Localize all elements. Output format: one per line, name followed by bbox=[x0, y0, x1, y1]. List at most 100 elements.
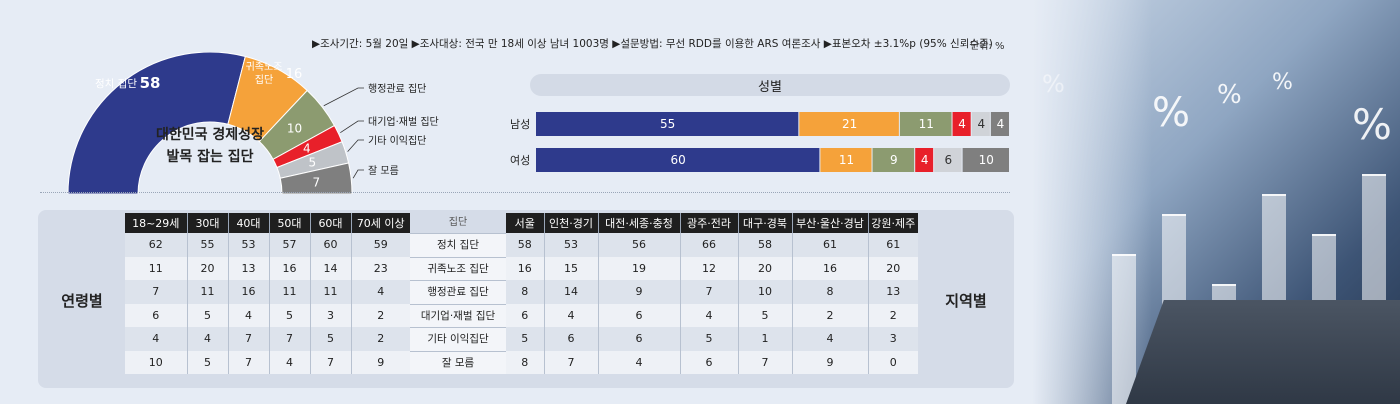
gender-bar-segment bbox=[990, 112, 1009, 136]
arc-label: 귀족노조 bbox=[246, 61, 283, 73]
group-label: 대기업·재벌 집단 bbox=[410, 303, 506, 327]
age-cell: 7 bbox=[125, 280, 188, 304]
region-row: 8 14 9 7 10 8 13 bbox=[506, 280, 918, 304]
region-cell: 6 bbox=[598, 327, 681, 351]
region-cell: 1 bbox=[738, 327, 793, 351]
gender-bar-value: 60 bbox=[671, 153, 686, 167]
gender-bar-segment bbox=[536, 112, 799, 136]
age-cell: 5 bbox=[187, 303, 229, 327]
leader-line bbox=[323, 87, 364, 107]
arc-external-label: 행정관료 집단 bbox=[368, 83, 426, 95]
arc-value: 4 bbox=[303, 141, 311, 155]
region-cell: 16 bbox=[792, 256, 869, 280]
age-cell: 4 bbox=[187, 327, 229, 351]
gender-bar-segment bbox=[799, 112, 899, 136]
age-cell: 4 bbox=[269, 350, 311, 374]
region-cell: 0 bbox=[868, 350, 918, 374]
gender-bar-value: 4 bbox=[958, 117, 966, 131]
region-cell: 20 bbox=[868, 256, 918, 280]
age-col-header: 50대 bbox=[269, 213, 311, 233]
gender-title-bar bbox=[530, 74, 1010, 96]
gender-bar-value: 21 bbox=[842, 117, 857, 131]
age-cell: 7 bbox=[228, 327, 270, 351]
age-row: 7 11 16 11 11 4 bbox=[125, 280, 410, 304]
gender-bar-value: 9 bbox=[890, 153, 898, 167]
region-cell: 3 bbox=[868, 327, 918, 351]
gender-chart-title: 성별 bbox=[758, 80, 782, 95]
age-cell: 4 bbox=[351, 280, 410, 304]
age-table-label: 연령별 bbox=[61, 292, 103, 310]
region-cell: 8 bbox=[506, 350, 545, 374]
region-cell: 8 bbox=[506, 280, 545, 304]
age-cell: 6 bbox=[125, 303, 188, 327]
leader-line bbox=[352, 169, 364, 179]
region-cell: 5 bbox=[738, 303, 793, 327]
region-cell: 16 bbox=[506, 256, 545, 280]
gender-bar-value: 4 bbox=[977, 117, 985, 131]
gender-bar-segment bbox=[872, 148, 915, 172]
region-cell: 9 bbox=[792, 350, 869, 374]
region-col-header: 대전·세종·충청 bbox=[598, 213, 681, 233]
arc-slice bbox=[67, 51, 246, 195]
percent-symbol: % bbox=[1152, 90, 1191, 136]
arc-value: 5 bbox=[308, 156, 316, 170]
region-cell: 5 bbox=[506, 327, 545, 351]
age-cell: 3 bbox=[310, 303, 352, 327]
semicircle-chart: 정치 집단 58 귀족노조 집단 16 10 4 5 7 행정관료 집단 대기업·재벌 집단 기타 … bbox=[40, 51, 480, 195]
region-cell: 15 bbox=[544, 256, 599, 280]
region-cell: 7 bbox=[680, 280, 739, 304]
group-column: 집단 정치 집단 귀족노조 집단 행정관료 집단 대기업·재벌 집단 기타 이익… bbox=[410, 213, 506, 374]
age-cell: 9 bbox=[351, 350, 410, 374]
age-col-header: 18~29세 bbox=[125, 213, 188, 233]
age-cell: 20 bbox=[187, 256, 229, 280]
age-cell: 11 bbox=[187, 280, 229, 304]
region-col-header: 광주·전라 bbox=[680, 213, 739, 233]
gender-bar-segment bbox=[971, 112, 990, 136]
age-cell: 7 bbox=[310, 350, 352, 374]
gender-bar-value: 4 bbox=[997, 117, 1005, 131]
age-cell: 5 bbox=[269, 303, 311, 327]
age-cell: 14 bbox=[310, 256, 352, 280]
region-cell: 12 bbox=[680, 256, 739, 280]
age-row: 11 20 13 16 14 23 bbox=[125, 256, 410, 280]
percent-symbol: % bbox=[1352, 100, 1392, 149]
gender-bar-value: 11 bbox=[839, 153, 854, 167]
group-column-header: 집단 bbox=[448, 217, 468, 228]
age-cell: 60 bbox=[310, 233, 352, 257]
gender-bar-value: 4 bbox=[921, 153, 929, 167]
age-cell: 62 bbox=[125, 233, 188, 257]
region-col-header: 대구·경북 bbox=[738, 213, 793, 233]
arc-external-label: 잘 모름 bbox=[368, 165, 399, 177]
region-cell: 2 bbox=[868, 303, 918, 327]
region-col-header: 강원·제주 bbox=[868, 213, 918, 233]
gender-category-label: 여성 bbox=[510, 154, 530, 167]
region-cell: 66 bbox=[680, 233, 739, 257]
age-cell: 7 bbox=[228, 350, 270, 374]
leader-line bbox=[347, 139, 364, 152]
age-cell: 16 bbox=[269, 256, 311, 280]
region-cell: 6 bbox=[506, 303, 545, 327]
region-cell: 14 bbox=[544, 280, 599, 304]
percent-symbol: % bbox=[1272, 70, 1293, 95]
region-row: 16 15 19 12 20 16 20 bbox=[506, 256, 918, 280]
age-cell: 59 bbox=[351, 233, 410, 257]
region-table: 서울 인천·경기 대전·세종·충청 광주·전라 대구·경북 부산·울산·경남 강… bbox=[506, 213, 918, 374]
age-cell: 23 bbox=[351, 256, 410, 280]
arc-label: 정치 집단 bbox=[95, 78, 137, 90]
region-cell: 5 bbox=[680, 327, 739, 351]
region-cell: 19 bbox=[598, 256, 681, 280]
group-label: 행정관료 집단 bbox=[410, 280, 506, 304]
age-cell: 2 bbox=[351, 303, 410, 327]
unit-label: 단위: % bbox=[970, 41, 1005, 52]
region-cell: 4 bbox=[792, 327, 869, 351]
region-cell: 2 bbox=[792, 303, 869, 327]
chart-title-line1: 대한민국 경제성장 bbox=[156, 126, 264, 143]
age-col-header: 40대 bbox=[228, 213, 270, 233]
age-cell: 10 bbox=[125, 350, 188, 374]
region-cell: 56 bbox=[598, 233, 681, 257]
age-col-header: 60대 bbox=[310, 213, 352, 233]
